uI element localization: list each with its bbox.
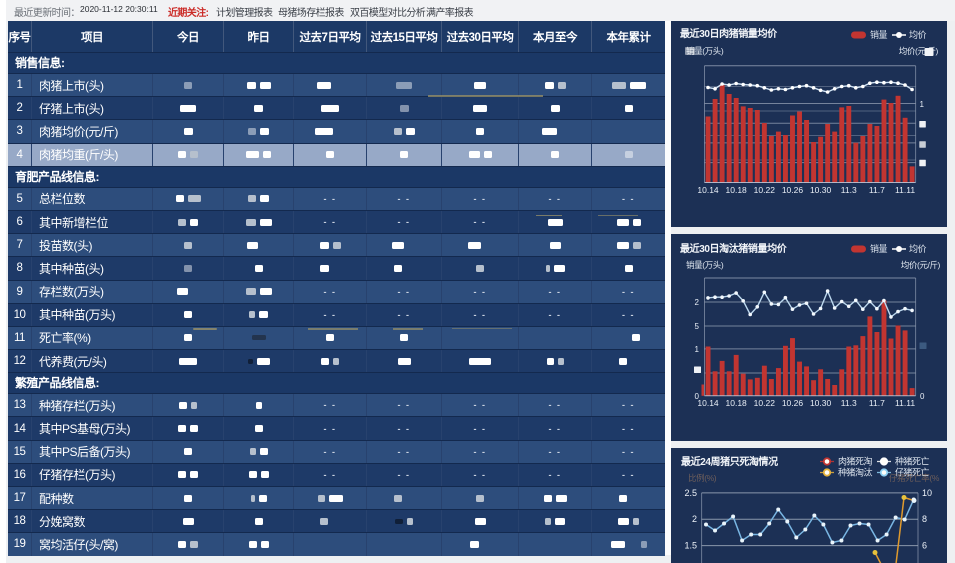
svg-text:1: 1 xyxy=(920,100,925,109)
svg-text:5: 5 xyxy=(695,322,700,331)
svg-text:均价: 均价 xyxy=(909,29,927,40)
svg-text:销量: 销量 xyxy=(870,243,888,254)
svg-text:10.18: 10.18 xyxy=(726,398,748,408)
svg-text:最近30日肉猪销量均价: 最近30日肉猪销量均价 xyxy=(680,27,778,40)
svg-text:10: 10 xyxy=(922,487,932,497)
svg-text:1.5: 1.5 xyxy=(684,540,697,550)
svg-text:仔猪死亡率(%: 仔猪死亡率(% xyxy=(889,473,940,483)
svg-text:均价: 均价 xyxy=(909,243,927,254)
svg-text:1: 1 xyxy=(695,344,700,353)
svg-text:2.5: 2.5 xyxy=(684,487,697,497)
svg-text:0: 0 xyxy=(920,391,925,400)
svg-text:2: 2 xyxy=(695,298,700,307)
svg-text:11.3: 11.3 xyxy=(841,398,857,408)
svg-text:10.30: 10.30 xyxy=(810,398,832,408)
svg-text:10.18: 10.18 xyxy=(726,185,748,195)
svg-text:销量: 销量 xyxy=(870,29,888,40)
svg-text:10.30: 10.30 xyxy=(810,185,832,195)
svg-text:0: 0 xyxy=(695,391,700,400)
svg-text:10.26: 10.26 xyxy=(782,185,804,195)
svg-text:10.22: 10.22 xyxy=(754,398,776,408)
svg-text:10.26: 10.26 xyxy=(782,398,804,408)
svg-text:比例(%): 比例(%) xyxy=(688,473,717,483)
svg-text:销量(万头): 销量(万头) xyxy=(686,260,724,270)
svg-text:均价(元/斤): 均价(元/斤) xyxy=(901,260,941,270)
svg-text:11.11: 11.11 xyxy=(895,185,915,195)
svg-text:10.14: 10.14 xyxy=(697,185,719,195)
svg-text:11.7: 11.7 xyxy=(869,398,885,408)
svg-text:均价(元/斤): 均价(元/斤) xyxy=(899,46,939,56)
svg-text:11.11: 11.11 xyxy=(895,398,915,408)
svg-text:11.7: 11.7 xyxy=(869,185,885,195)
svg-text:10.14: 10.14 xyxy=(697,398,719,408)
svg-text:最近30日淘汰猪销量均价: 最近30日淘汰猪销量均价 xyxy=(680,242,788,255)
svg-text:8: 8 xyxy=(922,514,927,524)
svg-text:2: 2 xyxy=(692,514,697,524)
svg-text:6: 6 xyxy=(922,540,927,550)
svg-text:肉猪死淘: 肉猪死淘 xyxy=(838,455,873,466)
svg-text:种猪淘汰: 种猪淘汰 xyxy=(838,466,873,477)
svg-text:11.3: 11.3 xyxy=(841,185,857,195)
svg-text:仔猪死亡: 仔猪死亡 xyxy=(895,466,930,477)
svg-text:10.22: 10.22 xyxy=(754,185,776,195)
svg-text:最近24周猪只死淘情况: 最近24周猪只死淘情况 xyxy=(681,455,778,468)
svg-text:种猪死亡: 种猪死亡 xyxy=(895,455,930,466)
svg-text:销量(万头): 销量(万头) xyxy=(686,46,724,56)
